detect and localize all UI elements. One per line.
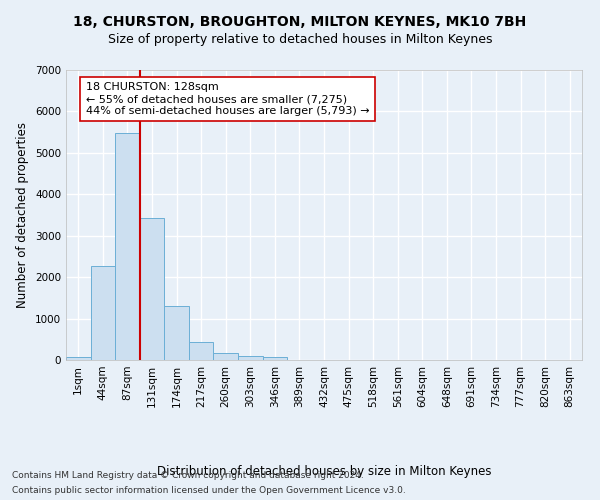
Text: Size of property relative to detached houses in Milton Keynes: Size of property relative to detached ho… <box>108 32 492 46</box>
Bar <box>66 357 91 360</box>
Bar <box>140 218 164 360</box>
Bar <box>214 353 238 360</box>
Text: 18, CHURSTON, BROUGHTON, MILTON KEYNES, MK10 7BH: 18, CHURSTON, BROUGHTON, MILTON KEYNES, … <box>73 15 527 29</box>
Bar <box>238 356 263 360</box>
Y-axis label: Number of detached properties: Number of detached properties <box>16 122 29 308</box>
Bar <box>189 342 214 360</box>
Text: 18 CHURSTON: 128sqm
← 55% of detached houses are smaller (7,275)
44% of semi-det: 18 CHURSTON: 128sqm ← 55% of detached ho… <box>86 82 369 116</box>
Bar <box>164 306 189 360</box>
X-axis label: Distribution of detached houses by size in Milton Keynes: Distribution of detached houses by size … <box>157 466 491 478</box>
Text: Contains HM Land Registry data © Crown copyright and database right 2024.: Contains HM Land Registry data © Crown c… <box>12 471 364 480</box>
Bar <box>115 133 140 360</box>
Bar <box>263 357 287 360</box>
Text: Contains public sector information licensed under the Open Government Licence v3: Contains public sector information licen… <box>12 486 406 495</box>
Bar <box>91 266 115 360</box>
